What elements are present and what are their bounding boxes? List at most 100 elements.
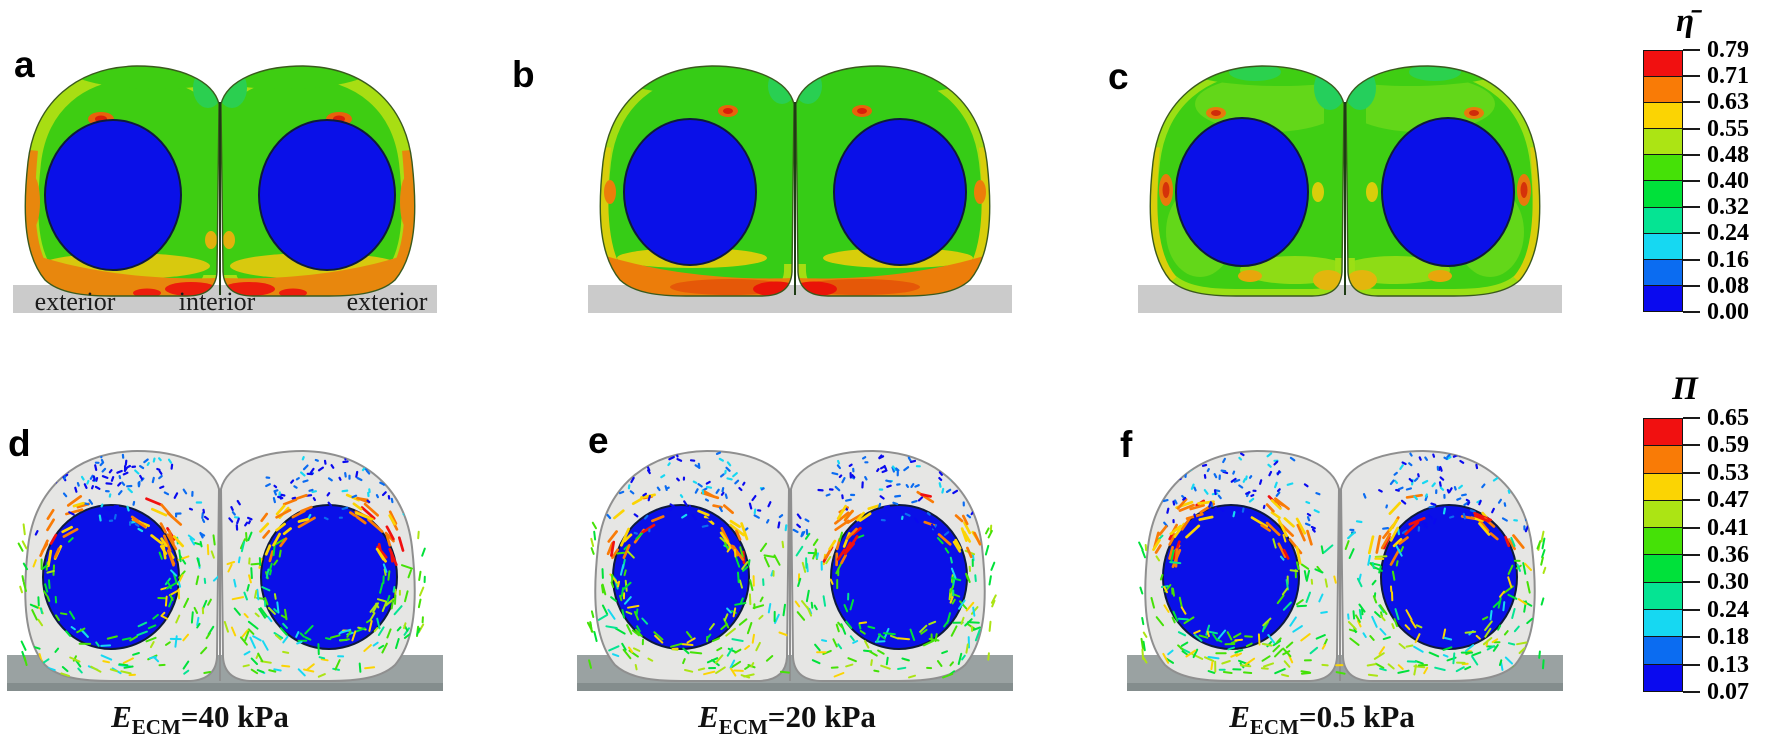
fiber-dash: [1379, 614, 1386, 622]
fiber-dash: [723, 613, 729, 622]
fiber-dash: [880, 664, 891, 670]
fiber-dash: [811, 659, 821, 665]
fiber-dash: [1296, 523, 1306, 542]
fiber-dash: [1222, 671, 1233, 674]
fiber-dash: [697, 482, 703, 488]
panel-label-d: d: [8, 423, 31, 464]
colorbar-tick-label: 0.13: [1707, 651, 1749, 678]
fiber-dash: [1379, 628, 1387, 636]
fiber-dash: [247, 516, 253, 521]
fiber-dash: [1405, 609, 1413, 621]
fiber-dash: [295, 493, 308, 500]
fiber-dash: [1371, 579, 1377, 586]
fiber-dash: [1367, 673, 1379, 677]
fiber-dash: [843, 509, 854, 522]
fiber-dash: [1167, 479, 1171, 484]
fiber-dash: [597, 613, 609, 621]
fiber-dash: [1395, 488, 1400, 492]
fiber-dash: [101, 467, 107, 473]
fiber-dash: [590, 537, 595, 547]
fiber-dash: [1286, 482, 1294, 486]
fiber-dash: [1464, 665, 1472, 671]
fiber-dash: [381, 491, 387, 497]
fiber-dash: [1162, 652, 1170, 664]
fiber-dash: [705, 480, 711, 485]
fiber-dash: [873, 669, 880, 673]
fiber-dash: [625, 610, 633, 615]
fiber-dash: [742, 565, 749, 572]
fiber-dash: [1512, 534, 1525, 549]
fiber-dash: [1442, 507, 1446, 515]
fiber-dash: [1434, 666, 1446, 671]
fiber-dash: [1276, 488, 1281, 493]
fiber-dash: [708, 623, 715, 631]
fiber-dash: [72, 532, 77, 539]
fiber-dash: [858, 621, 868, 625]
fiber-dash: [1243, 671, 1253, 674]
fiber-dash: [1473, 514, 1490, 523]
fiber-dash: [1272, 644, 1281, 653]
fiber-dash: [957, 652, 963, 665]
fiber-dash: [170, 463, 174, 470]
fiber-dash: [159, 545, 168, 555]
fiber-dash: [608, 645, 620, 652]
fiber-dash: [844, 541, 852, 552]
fiber-dash: [160, 614, 168, 620]
fiber-dash: [725, 627, 736, 637]
fiber-dash: [1404, 521, 1420, 536]
fiber-dash: [233, 578, 237, 588]
fiber-dash: [835, 623, 840, 633]
fiber-dash: [959, 600, 968, 610]
fiber-dash: [1443, 456, 1448, 461]
fiber-dash: [1473, 511, 1492, 522]
fiber-dash: [115, 505, 120, 511]
colorbar-tick-mark: [1683, 284, 1700, 287]
fiber-dash: [242, 664, 250, 668]
fiber-dash: [152, 457, 156, 463]
fiber-dash: [1461, 493, 1467, 497]
fiber-dash: [383, 568, 387, 576]
fiber-dash: [243, 591, 248, 601]
fiber-dash: [297, 517, 310, 523]
fiber-dash: [1277, 518, 1288, 538]
fiber-dash: [800, 531, 804, 538]
caption-value: =0.5 kPa: [1298, 699, 1415, 734]
fiber-dash: [1281, 673, 1290, 678]
colorbar-tick-label: 0.71: [1707, 63, 1749, 90]
fiber-dash: [417, 530, 420, 540]
fiber-dash: [1234, 638, 1243, 642]
panel-label-a: a: [14, 44, 35, 85]
fiber-dash: [1456, 497, 1462, 501]
fiber-dash: [272, 544, 276, 557]
fiber-dash: [735, 529, 742, 541]
fiber-dash: [175, 614, 181, 624]
fiber-dash: [310, 467, 315, 474]
fiber-dash: [732, 472, 738, 478]
fiber-dash: [1374, 611, 1382, 618]
fiber-dash: [702, 490, 715, 498]
fiber-dash: [1242, 477, 1247, 483]
fiber-dash: [60, 612, 68, 616]
fiber-dash: [1358, 603, 1366, 613]
panel-d-plot: [7, 449, 443, 691]
fiber-dash: [965, 601, 975, 612]
fiber-dash: [1250, 493, 1255, 498]
caption-sub: ECM: [718, 715, 768, 740]
fiber-dash: [965, 572, 969, 580]
fiber-dash: [1274, 648, 1284, 658]
fiber-dash: [1260, 524, 1272, 532]
fiber-dash: [655, 457, 660, 461]
fiber-dash: [610, 540, 616, 557]
panel-a-plot: exterior interior exterior: [5, 42, 437, 316]
fiber-dash: [1348, 548, 1355, 559]
fiber-dash: [308, 488, 314, 492]
fiber-dash: [1171, 616, 1176, 624]
fiber-dash: [949, 556, 953, 564]
fiber-dash: [1486, 645, 1495, 651]
fiber-dash: [1491, 638, 1499, 644]
fiber-dash: [1266, 452, 1273, 458]
fiber-dash: [1391, 623, 1395, 630]
fiber-dash: [624, 596, 632, 605]
fiber-dash: [201, 518, 206, 524]
colorbar-segment: [1644, 499, 1682, 528]
